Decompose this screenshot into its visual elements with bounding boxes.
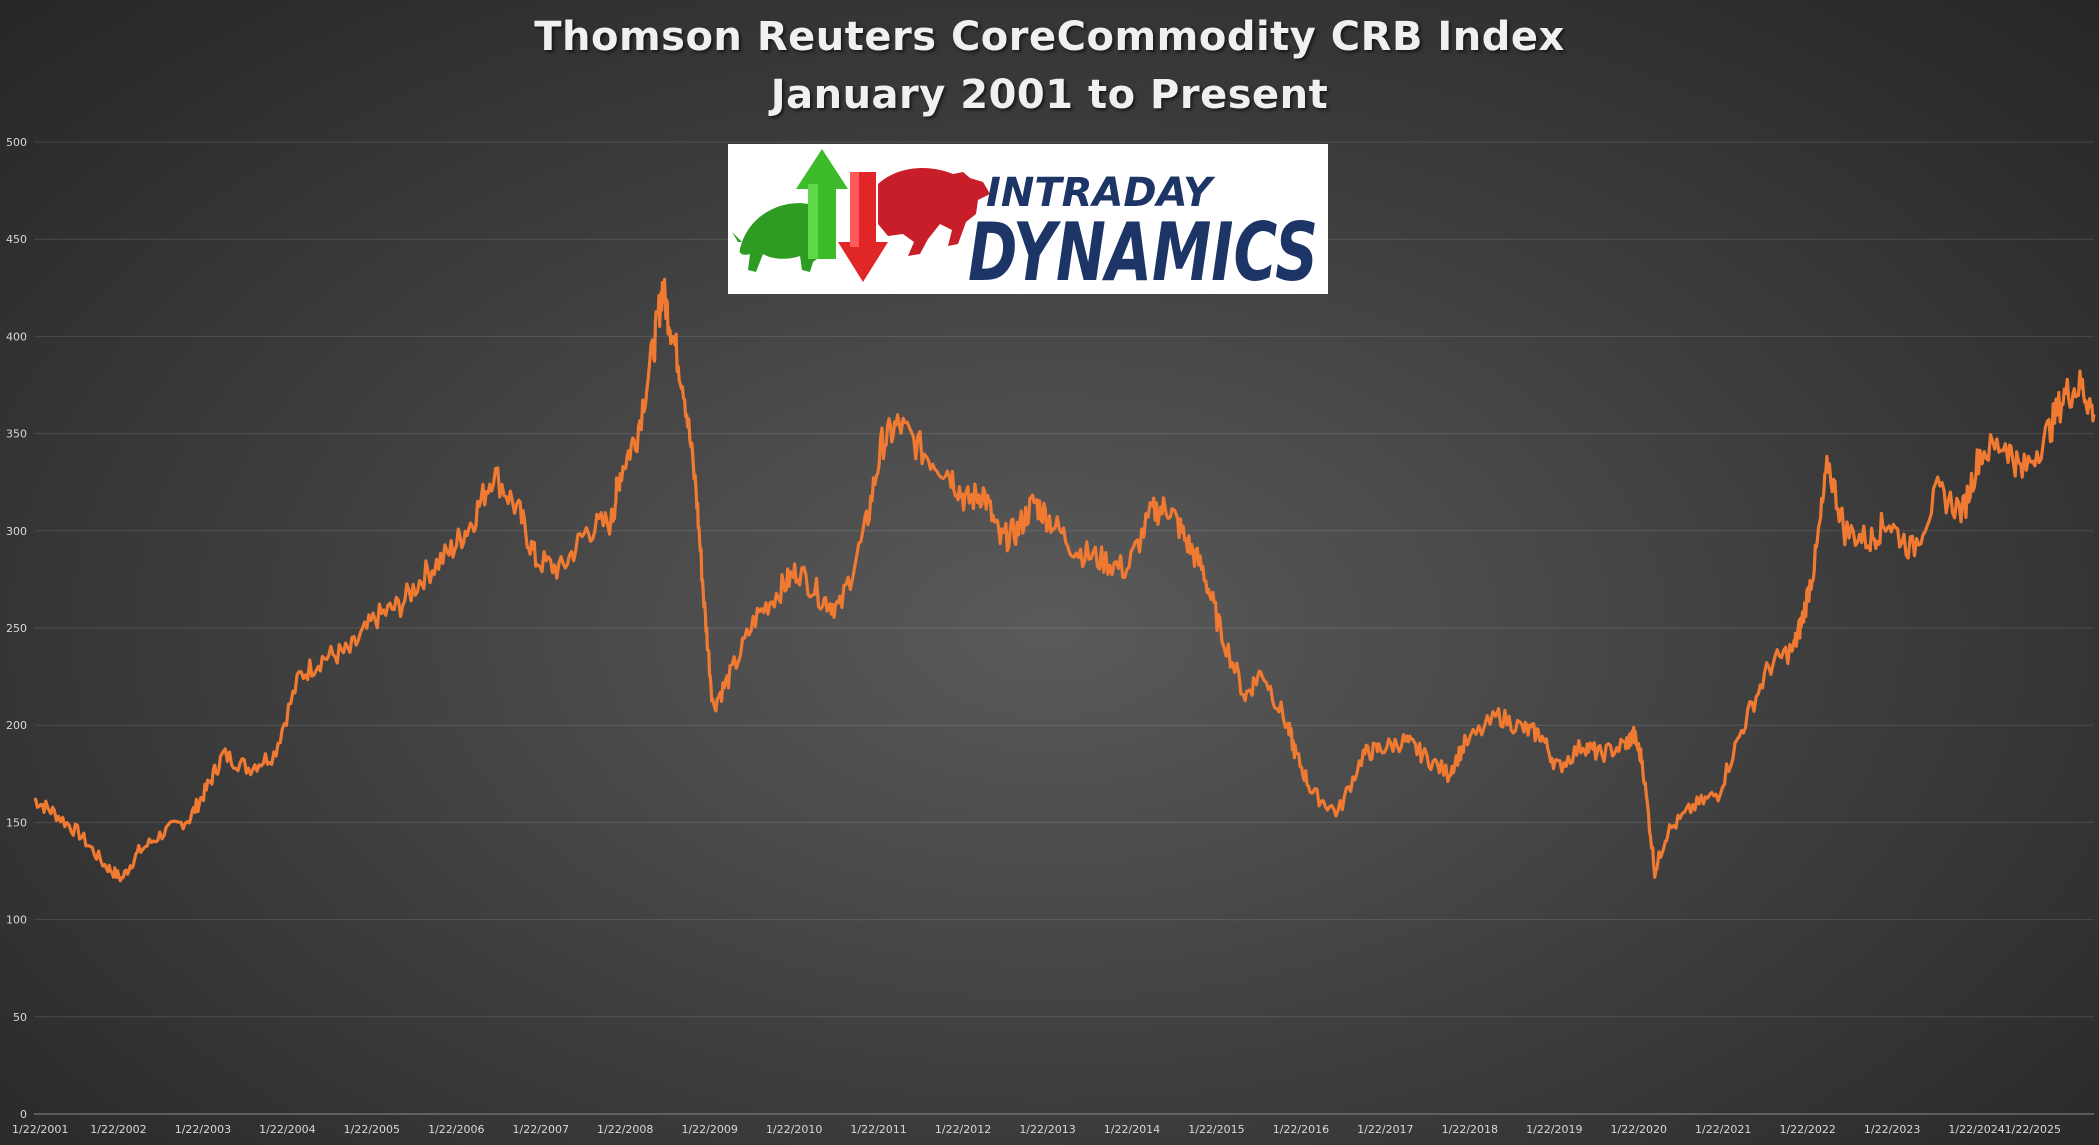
intraday-dynamics-logo: INTRADAY DYNAMICS (728, 144, 1328, 294)
up-arrow-icon (796, 149, 848, 259)
x-axis-ticks: 1/22/2001 1/22/2002 1/22/2003 1/22/2004 1/22… (12, 1123, 2061, 1136)
x-tick-label: 1/22/2007 (513, 1123, 569, 1136)
x-tick-label: 1/22/2005 (344, 1123, 400, 1136)
down-arrow-icon (838, 172, 888, 282)
series-line (33, 277, 2096, 883)
x-tick-label: 1/22/2016 (1273, 1123, 1329, 1136)
y-tick-label: 50 (13, 1011, 27, 1024)
x-tick-label: 1/22/2008 (597, 1123, 653, 1136)
x-tick-label: 1/22/2001 (12, 1123, 68, 1136)
x-tick-label: 1/22/2020 (1611, 1123, 1667, 1136)
x-tick-label: 1/22/2025 (2005, 1123, 2061, 1136)
bull-icon (732, 196, 828, 272)
y-tick-label: 250 (6, 622, 27, 635)
x-tick-label: 1/22/2024 (1948, 1123, 2004, 1136)
chart-subtitle: January 2001 to Present (770, 72, 1329, 118)
x-tick-label: 1/22/2014 (1104, 1123, 1160, 1136)
x-tick-label: 1/22/2017 (1357, 1123, 1413, 1136)
x-tick-label: 1/22/2011 (850, 1123, 906, 1136)
x-tick-label: 1/22/2012 (935, 1123, 991, 1136)
x-tick-label: 1/22/2010 (766, 1123, 822, 1136)
y-tick-label: 200 (6, 719, 27, 732)
x-tick-label: 1/22/2013 (1019, 1123, 1075, 1136)
chart-title: Thomson Reuters CoreCommodity CRB Index (534, 14, 1565, 60)
x-tick-label: 1/22/2018 (1442, 1123, 1498, 1136)
y-tick-label: 400 (6, 330, 27, 343)
x-tick-label: 1/22/2002 (90, 1123, 146, 1136)
x-tick-label: 1/22/2006 (428, 1123, 484, 1136)
y-tick-label: 100 (6, 914, 27, 927)
y-tick-label: 350 (6, 428, 27, 441)
x-tick-label: 1/22/2009 (681, 1123, 737, 1136)
x-tick-label: 1/22/2023 (1864, 1123, 1920, 1136)
x-tick-label: 1/22/2003 (175, 1123, 231, 1136)
logo-text-top: INTRADAY (986, 170, 1216, 216)
logo-text-bottom: DYNAMICS (968, 206, 1318, 294)
x-tick-label: 1/22/2022 (1779, 1123, 1835, 1136)
x-tick-label: 1/22/2021 (1695, 1123, 1751, 1136)
series-layer (33, 277, 2096, 883)
x-tick-label: 1/22/2015 (1188, 1123, 1244, 1136)
x-tick-label: 1/22/2019 (1526, 1123, 1582, 1136)
y-tick-label: 300 (6, 525, 27, 538)
y-tick-label: 0 (20, 1108, 27, 1121)
y-tick-label: 150 (6, 816, 27, 829)
y-tick-label: 450 (6, 233, 27, 246)
x-tick-label: 1/22/2004 (259, 1123, 315, 1136)
y-axis-ticks: 0 50 100 150 200 250 300 350 400 450 500 (6, 136, 27, 1121)
y-tick-label: 500 (6, 136, 27, 149)
bear-icon (878, 168, 990, 256)
